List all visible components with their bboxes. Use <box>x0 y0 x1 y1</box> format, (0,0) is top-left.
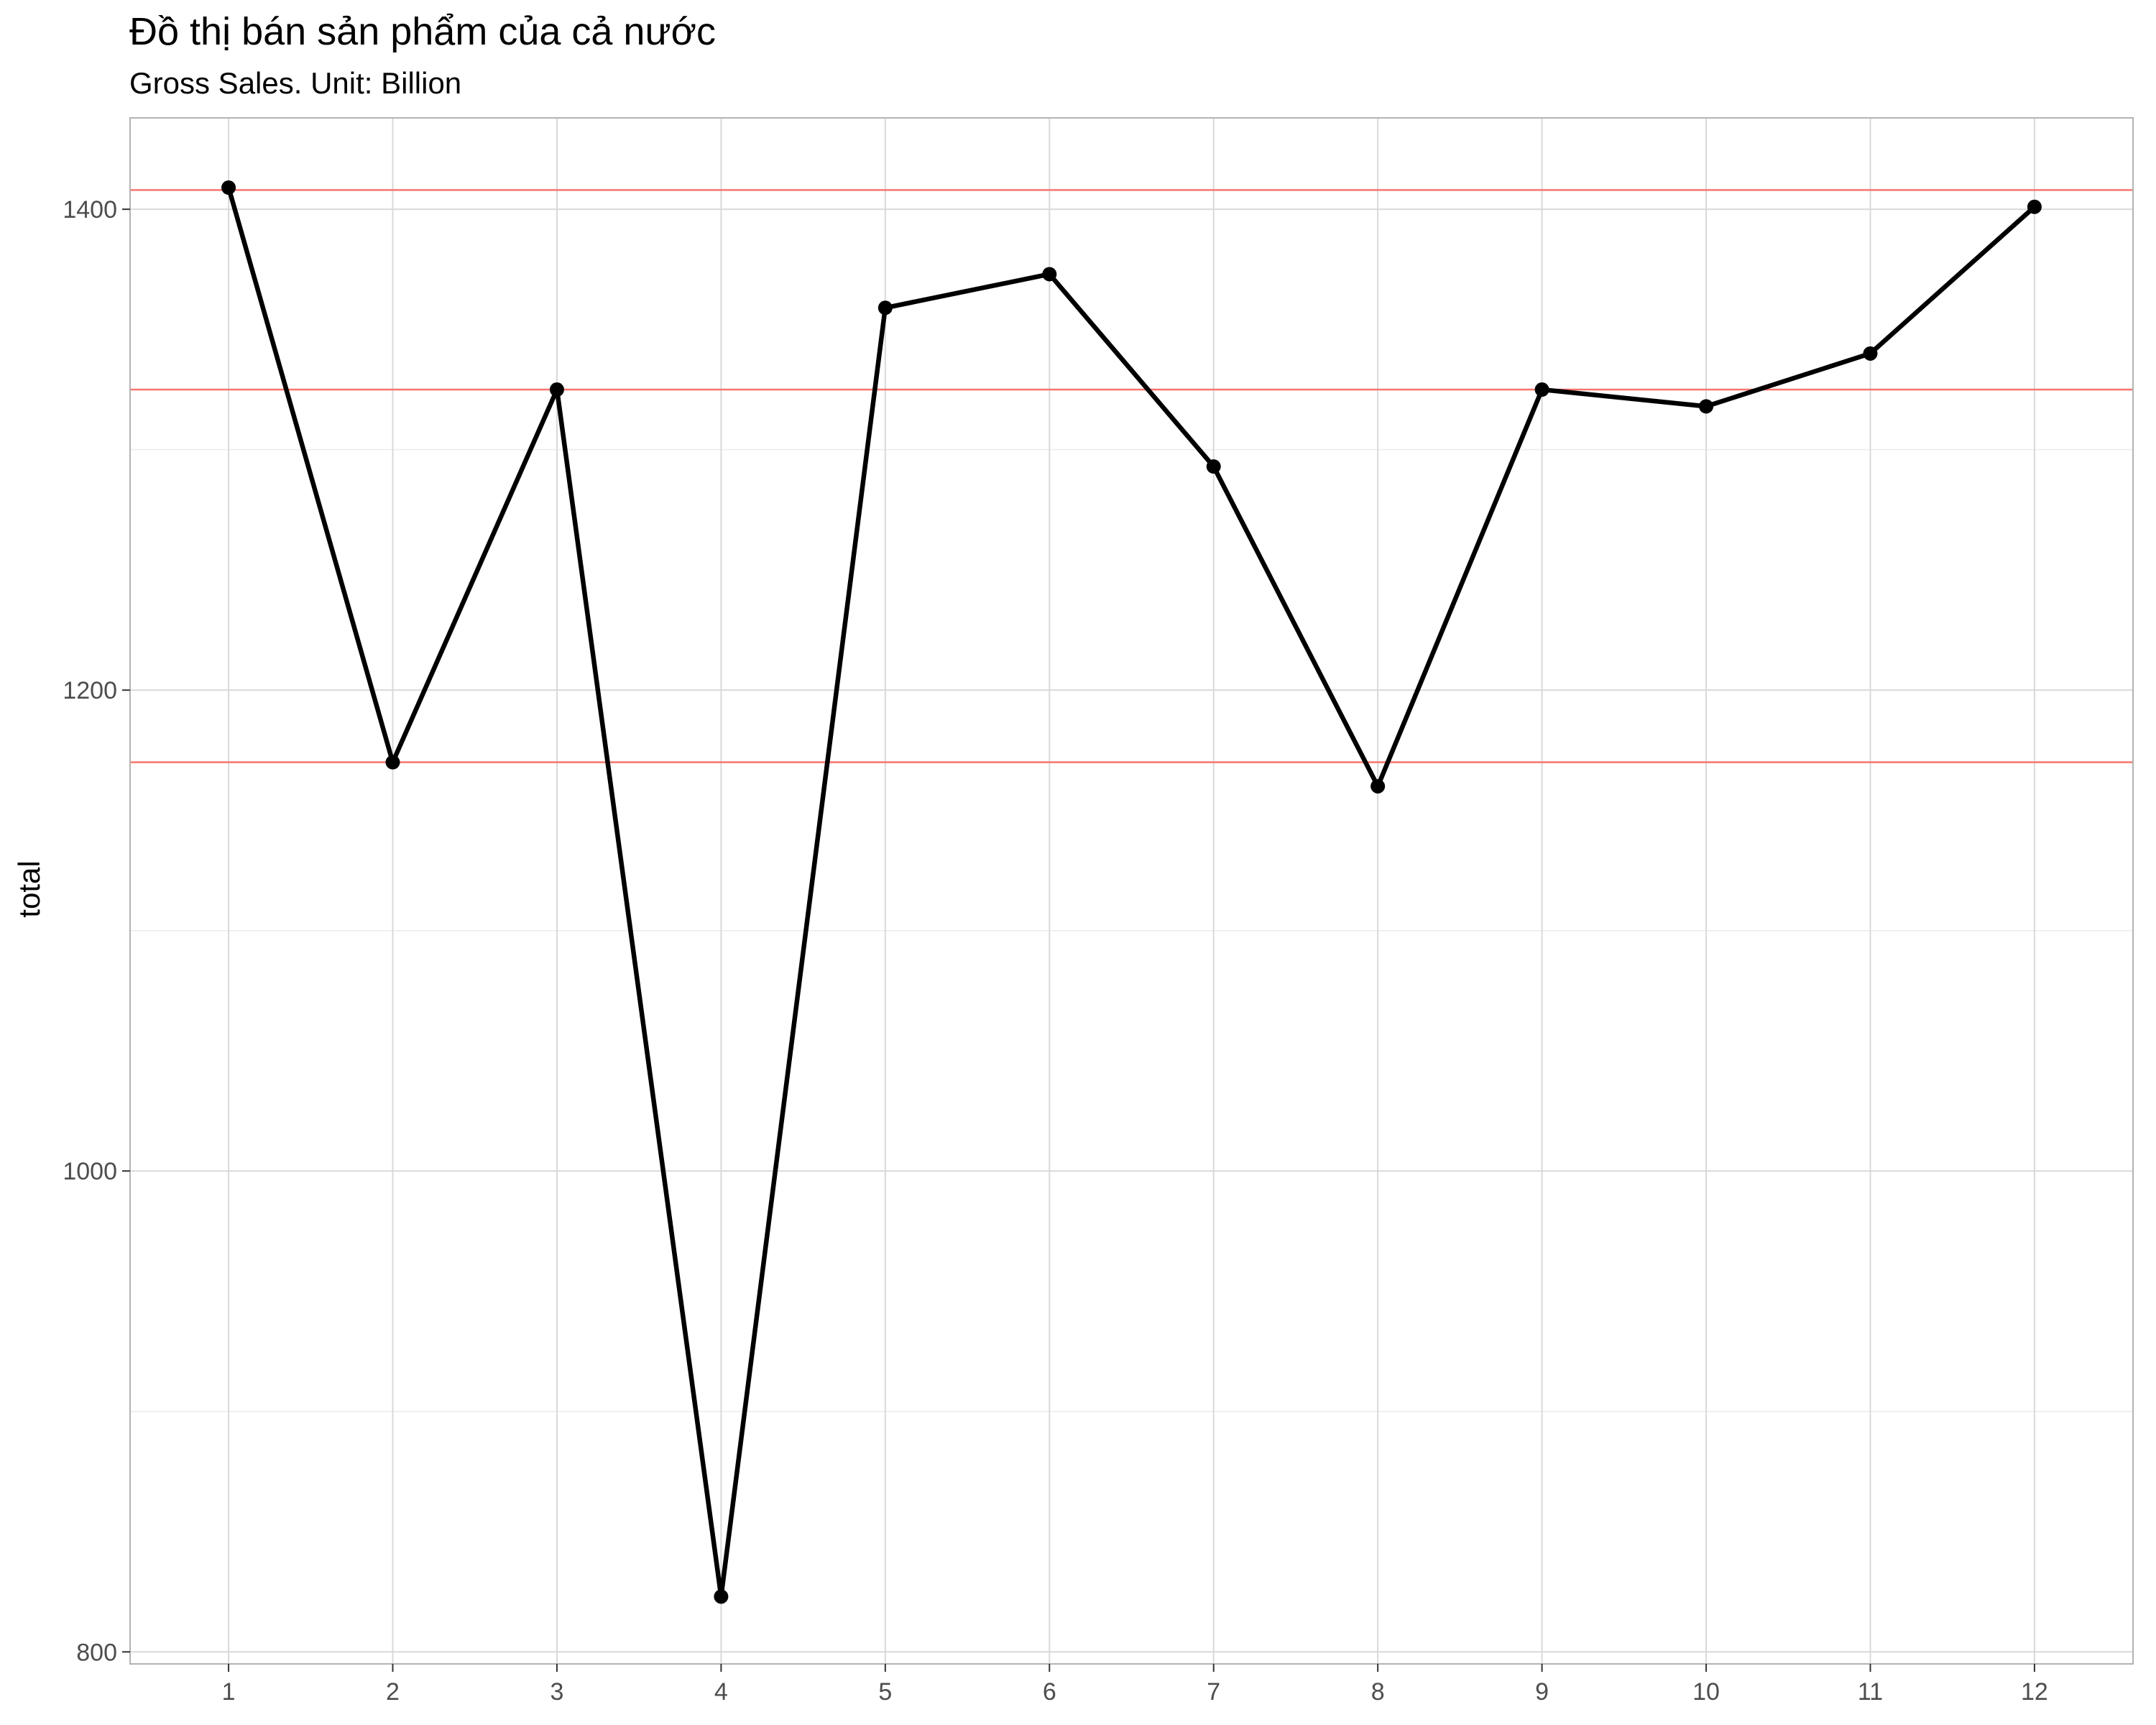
data-point <box>549 382 564 397</box>
x-tick-label: 11 <box>1858 1678 1883 1706</box>
y-tick-label: 1400 <box>63 196 117 224</box>
data-point <box>1699 399 1714 414</box>
data-point <box>714 1589 729 1604</box>
x-tick-label: 12 <box>2021 1678 2048 1706</box>
chart-title: Đồ thị bán sản phẩm của cả nước <box>129 10 716 53</box>
x-axis: 1 2 3 4 5 6 7 8 9 10 11 12 <box>222 1664 2048 1706</box>
x-tick-label: 10 <box>1692 1678 1720 1706</box>
major-gridlines <box>130 118 2133 1664</box>
x-tick-label: 3 <box>550 1678 563 1706</box>
y-tick-label: 1000 <box>63 1158 117 1185</box>
data-point <box>221 180 236 196</box>
data-point <box>1370 778 1386 794</box>
data-point <box>1534 382 1549 397</box>
data-point <box>2027 199 2042 214</box>
data-point <box>1863 346 1878 361</box>
x-tick-label: 6 <box>1043 1678 1056 1706</box>
y-tick-label: 1200 <box>63 677 117 704</box>
x-tick-label: 2 <box>386 1678 400 1706</box>
y-axis: 800 1000 1200 1400 <box>63 196 130 1666</box>
data-point <box>877 300 893 316</box>
y-tick-label: 800 <box>76 1639 117 1666</box>
series-layer <box>221 180 2042 1604</box>
chart-subtitle: Gross Sales. Unit: Billion <box>129 66 461 100</box>
y-axis-title: total <box>12 860 46 917</box>
reference-lines <box>130 189 2133 763</box>
x-tick-label: 4 <box>714 1678 728 1706</box>
x-tick-label: 5 <box>878 1678 892 1706</box>
minor-gridlines <box>130 448 2133 1412</box>
x-tick-label: 1 <box>222 1678 236 1706</box>
series-line <box>226 185 2037 1599</box>
x-tick-label: 9 <box>1535 1678 1549 1706</box>
data-point <box>385 755 400 770</box>
data-point <box>1206 459 1221 474</box>
x-tick-label: 8 <box>1371 1678 1385 1706</box>
x-tick-label: 7 <box>1207 1678 1220 1706</box>
data-point <box>1042 267 1057 282</box>
plot-panel-border <box>129 117 2134 1665</box>
